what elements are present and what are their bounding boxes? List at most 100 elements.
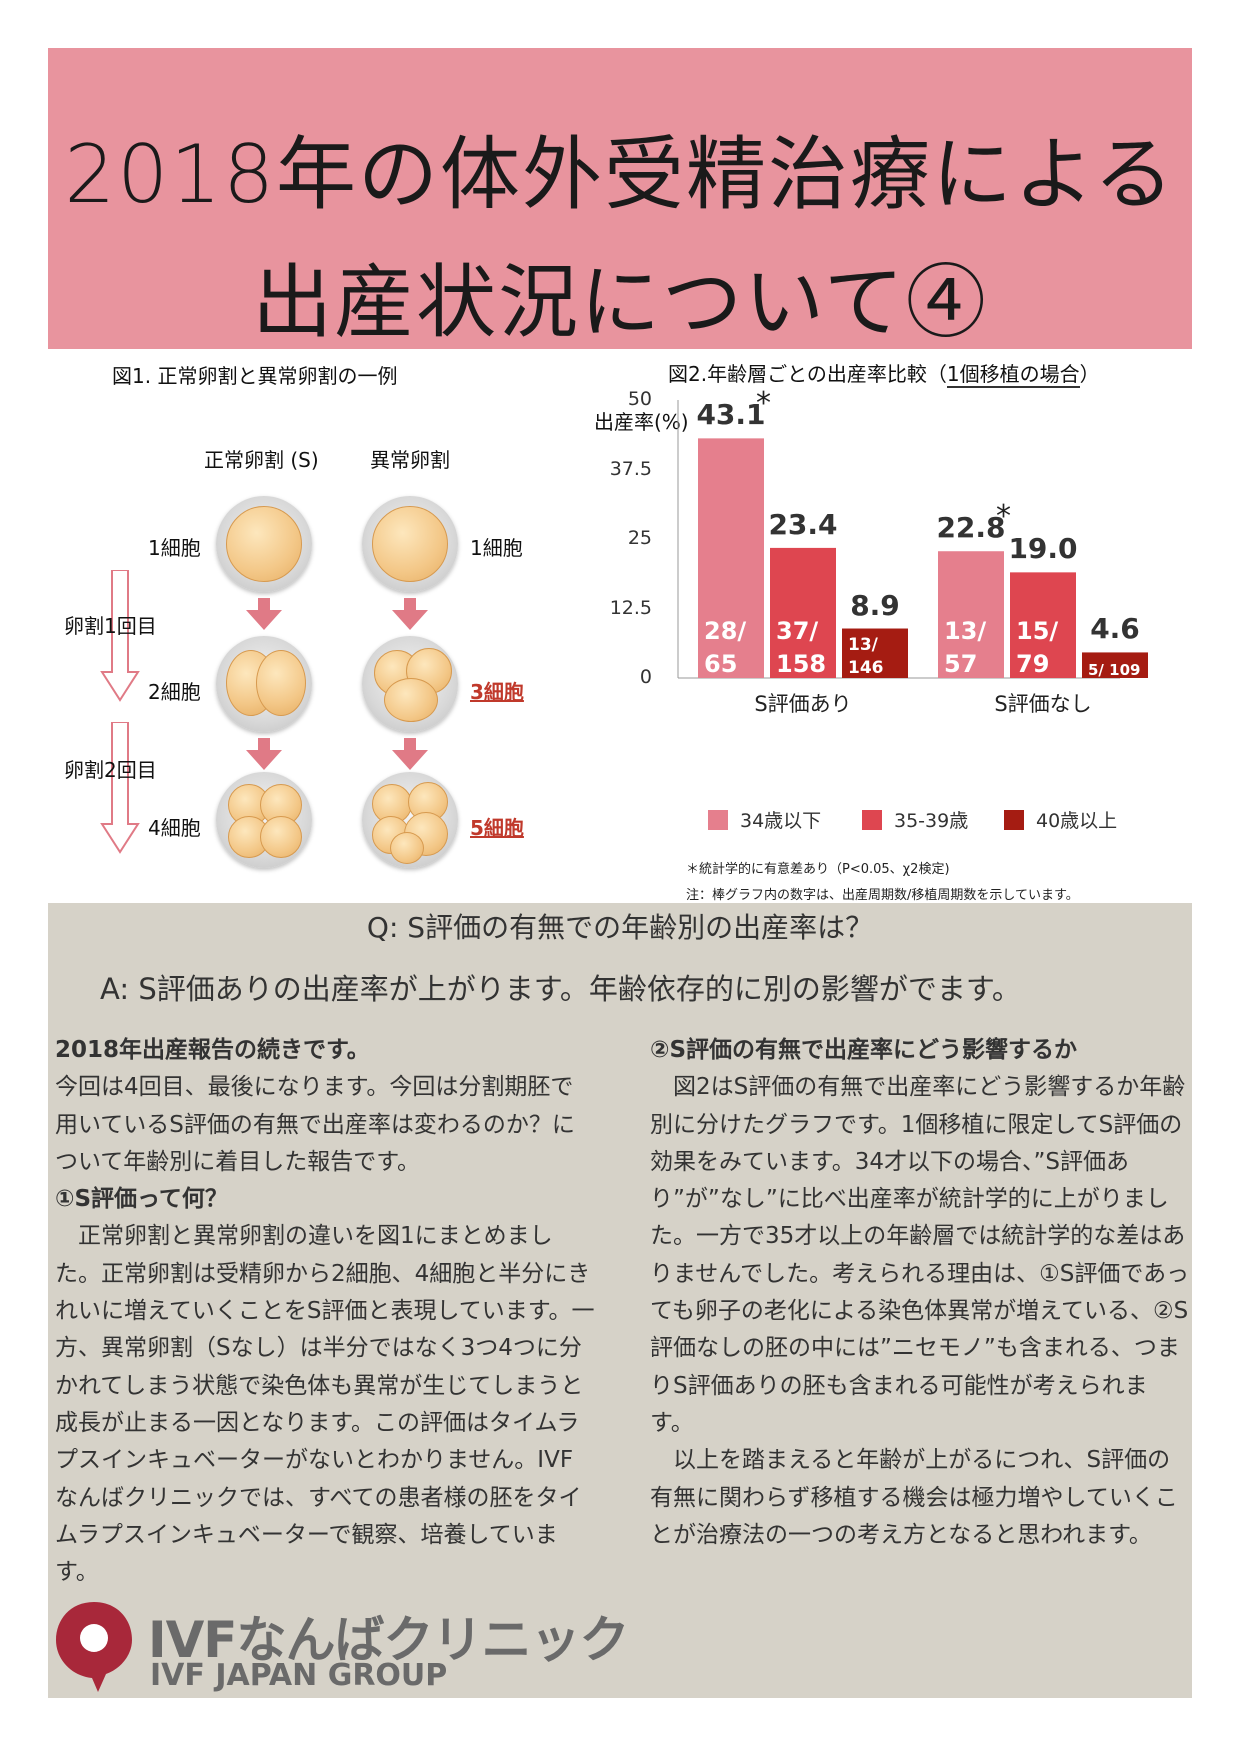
legend-swatch [1004, 810, 1024, 830]
bar-count-label-line: 13/ [848, 635, 878, 656]
right-paragraph-1: 図2はS評価の有無で出産率にどう影響するか年齢別に分けたグラフです。1個移植に限… [650, 1074, 1190, 1436]
chart-plot-area [677, 400, 1148, 679]
y-tick-label: 12.5 [609, 596, 652, 619]
bar-count-label-line: 158 [776, 649, 827, 678]
clinic-logo-group: IVF JAPAN GROUP [150, 1658, 448, 1693]
bar-count-label-line: 57 [944, 649, 978, 678]
left-heading: 2018年出産報告の続きです。 [55, 1037, 370, 1063]
arrow-stem [404, 738, 416, 750]
significance-marker: * [996, 499, 1011, 535]
significance-marker: * [756, 386, 771, 422]
qa-panel [48, 903, 1192, 1698]
question-text: Q: S評価の有無での年齢別の出産率は？ [366, 911, 874, 944]
chart-bar [938, 551, 1004, 678]
bar-count-label: 5/ 109 [1088, 660, 1146, 680]
figure1-caption: 図1. 正常卵割と異常卵割の一例 [112, 364, 398, 388]
chart-bar [1010, 572, 1076, 678]
division1-arrow-icon [100, 570, 140, 702]
arrow-down-icon [246, 750, 282, 770]
page-title-line1: 2018年の体外受精治療による [64, 128, 1176, 221]
arrow-stem [404, 598, 416, 610]
stage3-left-label: 4細胞 [148, 816, 201, 840]
birth-rate-chart: 出産率(%) 34歳以下 35-39歳 40歳以上 ＊統計学的に有意差あり（P<… [580, 386, 1220, 920]
significance-note: ＊統計学的に有意差あり（P<0.05、χ2検定) [686, 862, 950, 877]
chart-bar [698, 438, 764, 678]
stage1-right-label: 1細胞 [470, 536, 523, 560]
abnormal-cleavage-label: 異常卵割 [370, 448, 450, 472]
left-column: 2018年出産報告の続きです。 今回は4回目、最後になります。今回は分割期胚で用… [55, 1032, 595, 1591]
arrow-down-icon [392, 610, 428, 630]
embryo-3cell-abnormal [362, 636, 458, 732]
figure2-caption-suffix: ） [1079, 362, 1100, 386]
arrow-stem [258, 598, 270, 610]
arrow-down-icon [392, 750, 428, 770]
embryo-4cell-normal [216, 772, 312, 868]
normal-cleavage-label: 正常卵割 (S) [204, 448, 319, 472]
figure2-caption: 図2.年齢層ごとの出産率比較（1個移植の場合） [668, 358, 1100, 388]
right-column: ②S評価の有無で出産率にどう影響するか 図2はS評価の有無で出産率にどう影響する… [650, 1032, 1190, 1554]
y-tick-label: 25 [627, 527, 652, 549]
legend-item-3: 40歳以上 [1004, 806, 1117, 833]
figure1-diagram: 正常卵割 (S) 異常卵割 1細胞 1細胞 2細胞 3細胞 4細胞 [48, 420, 588, 870]
right-paragraph-2: 以上を踏まえると年齢が上がるにつれ、S評価の有無に関わらず移植する機会は極力増や… [650, 1447, 1178, 1548]
x-category-label: S評価なし [994, 692, 1092, 716]
embryo-1cell-abnormal [362, 496, 458, 592]
chart-bar [770, 547, 836, 678]
bar-count-label-line: 79 [1016, 649, 1050, 678]
bar-count-label-line: 146 [848, 658, 884, 679]
figure2-caption-prefix: 図2.年齢層ごとの出産率比較（ [668, 362, 947, 386]
left-heading-2: ①S評価って何？ [55, 1186, 228, 1213]
bar-count-label: 15/79 [1016, 615, 1074, 680]
legend-item-1: 34歳以下 [708, 806, 821, 833]
bar-count-label: 28/65 [704, 615, 762, 680]
legend-label: 35-39歳 [894, 810, 969, 832]
bar-value-label: 19.0 [1008, 532, 1078, 566]
bar-value-label: 8.9 [850, 588, 900, 622]
bar-number-note: 注：棒グラフ内の数字は、出産周期数/移植周期数を示しています。 [686, 888, 1079, 903]
stage3-right-label: 5細胞 [470, 816, 524, 840]
bar-count-label: 37/158 [776, 615, 834, 680]
embryo-2cell-normal [216, 636, 312, 732]
title-banner [48, 48, 1192, 349]
bar-value-label: 23.4 [768, 507, 838, 541]
y-tick-label: 50 [627, 388, 652, 410]
bar-count-label-line: 13/ [944, 617, 987, 646]
bar-count-label-line: 65 [704, 649, 738, 678]
arrow-stem [258, 738, 270, 750]
legend-swatch [862, 810, 882, 830]
bar-count-label-line: 15/ [1016, 617, 1059, 646]
clinic-logo: IVFなんばクリニック IVF JAPAN GROUP [52, 1598, 629, 1694]
chart-y-axis-label: 出産率(%) [594, 410, 689, 434]
clinic-logo-name: IVFなんばクリニック [148, 1611, 629, 1669]
left-paragraph-1: 今回は4回目、最後になります。今回は分割期胚で用いているS評価の有無で出産率は変… [55, 1074, 575, 1175]
y-tick-label: 0 [639, 666, 652, 688]
chart-bar [842, 628, 908, 678]
bar-count-label-line: 37/ [776, 617, 819, 646]
bar-count-label: 13/57 [944, 615, 1002, 680]
chart-bar [1082, 652, 1148, 678]
bar-value-label: 43.1 [696, 398, 766, 432]
division2-arrow-icon [100, 722, 140, 854]
legend-label: 40歳以上 [1036, 810, 1118, 832]
right-heading: ②S評価の有無で出産率にどう影響するか [650, 1037, 1078, 1063]
stage1-left-label: 1細胞 [148, 536, 201, 560]
legend-item-2: 35-39歳 [862, 806, 968, 833]
clinic-logo-mark-icon [56, 1602, 132, 1692]
left-paragraph-2: 正常卵割と異常卵割の違いを図1にまとめました。正常卵割は受精卵から2細胞、4細胞… [55, 1223, 595, 1586]
page-title-line2: 出産状況について④ [252, 256, 988, 349]
x-category-label: S評価あり [754, 692, 852, 716]
legend-label: 34歳以下 [740, 810, 822, 832]
bar-count-label-line: 5/ 109 [1088, 660, 1141, 679]
figure2-caption-underlined: 1個移植の場合 [946, 362, 1080, 388]
stage2-left-label: 2細胞 [148, 680, 201, 704]
bar-count-label: 13/146 [848, 634, 906, 680]
bar-count-label-line: 28/ [704, 617, 747, 646]
answer-text: A: S評価ありの出産率が上がります。年齢依存的に別の影響がでます。 [100, 972, 1021, 1006]
bar-value-label: 4.6 [1090, 612, 1140, 646]
division1-label: 卵割1回目 [64, 614, 157, 638]
stage2-right-label: 3細胞 [470, 680, 524, 704]
embryo-1cell-normal [216, 496, 312, 592]
bar-value-label: 22.8 [936, 511, 1006, 545]
division2-label: 卵割2回目 [64, 758, 157, 782]
embryo-5cell-abnormal [362, 772, 458, 868]
